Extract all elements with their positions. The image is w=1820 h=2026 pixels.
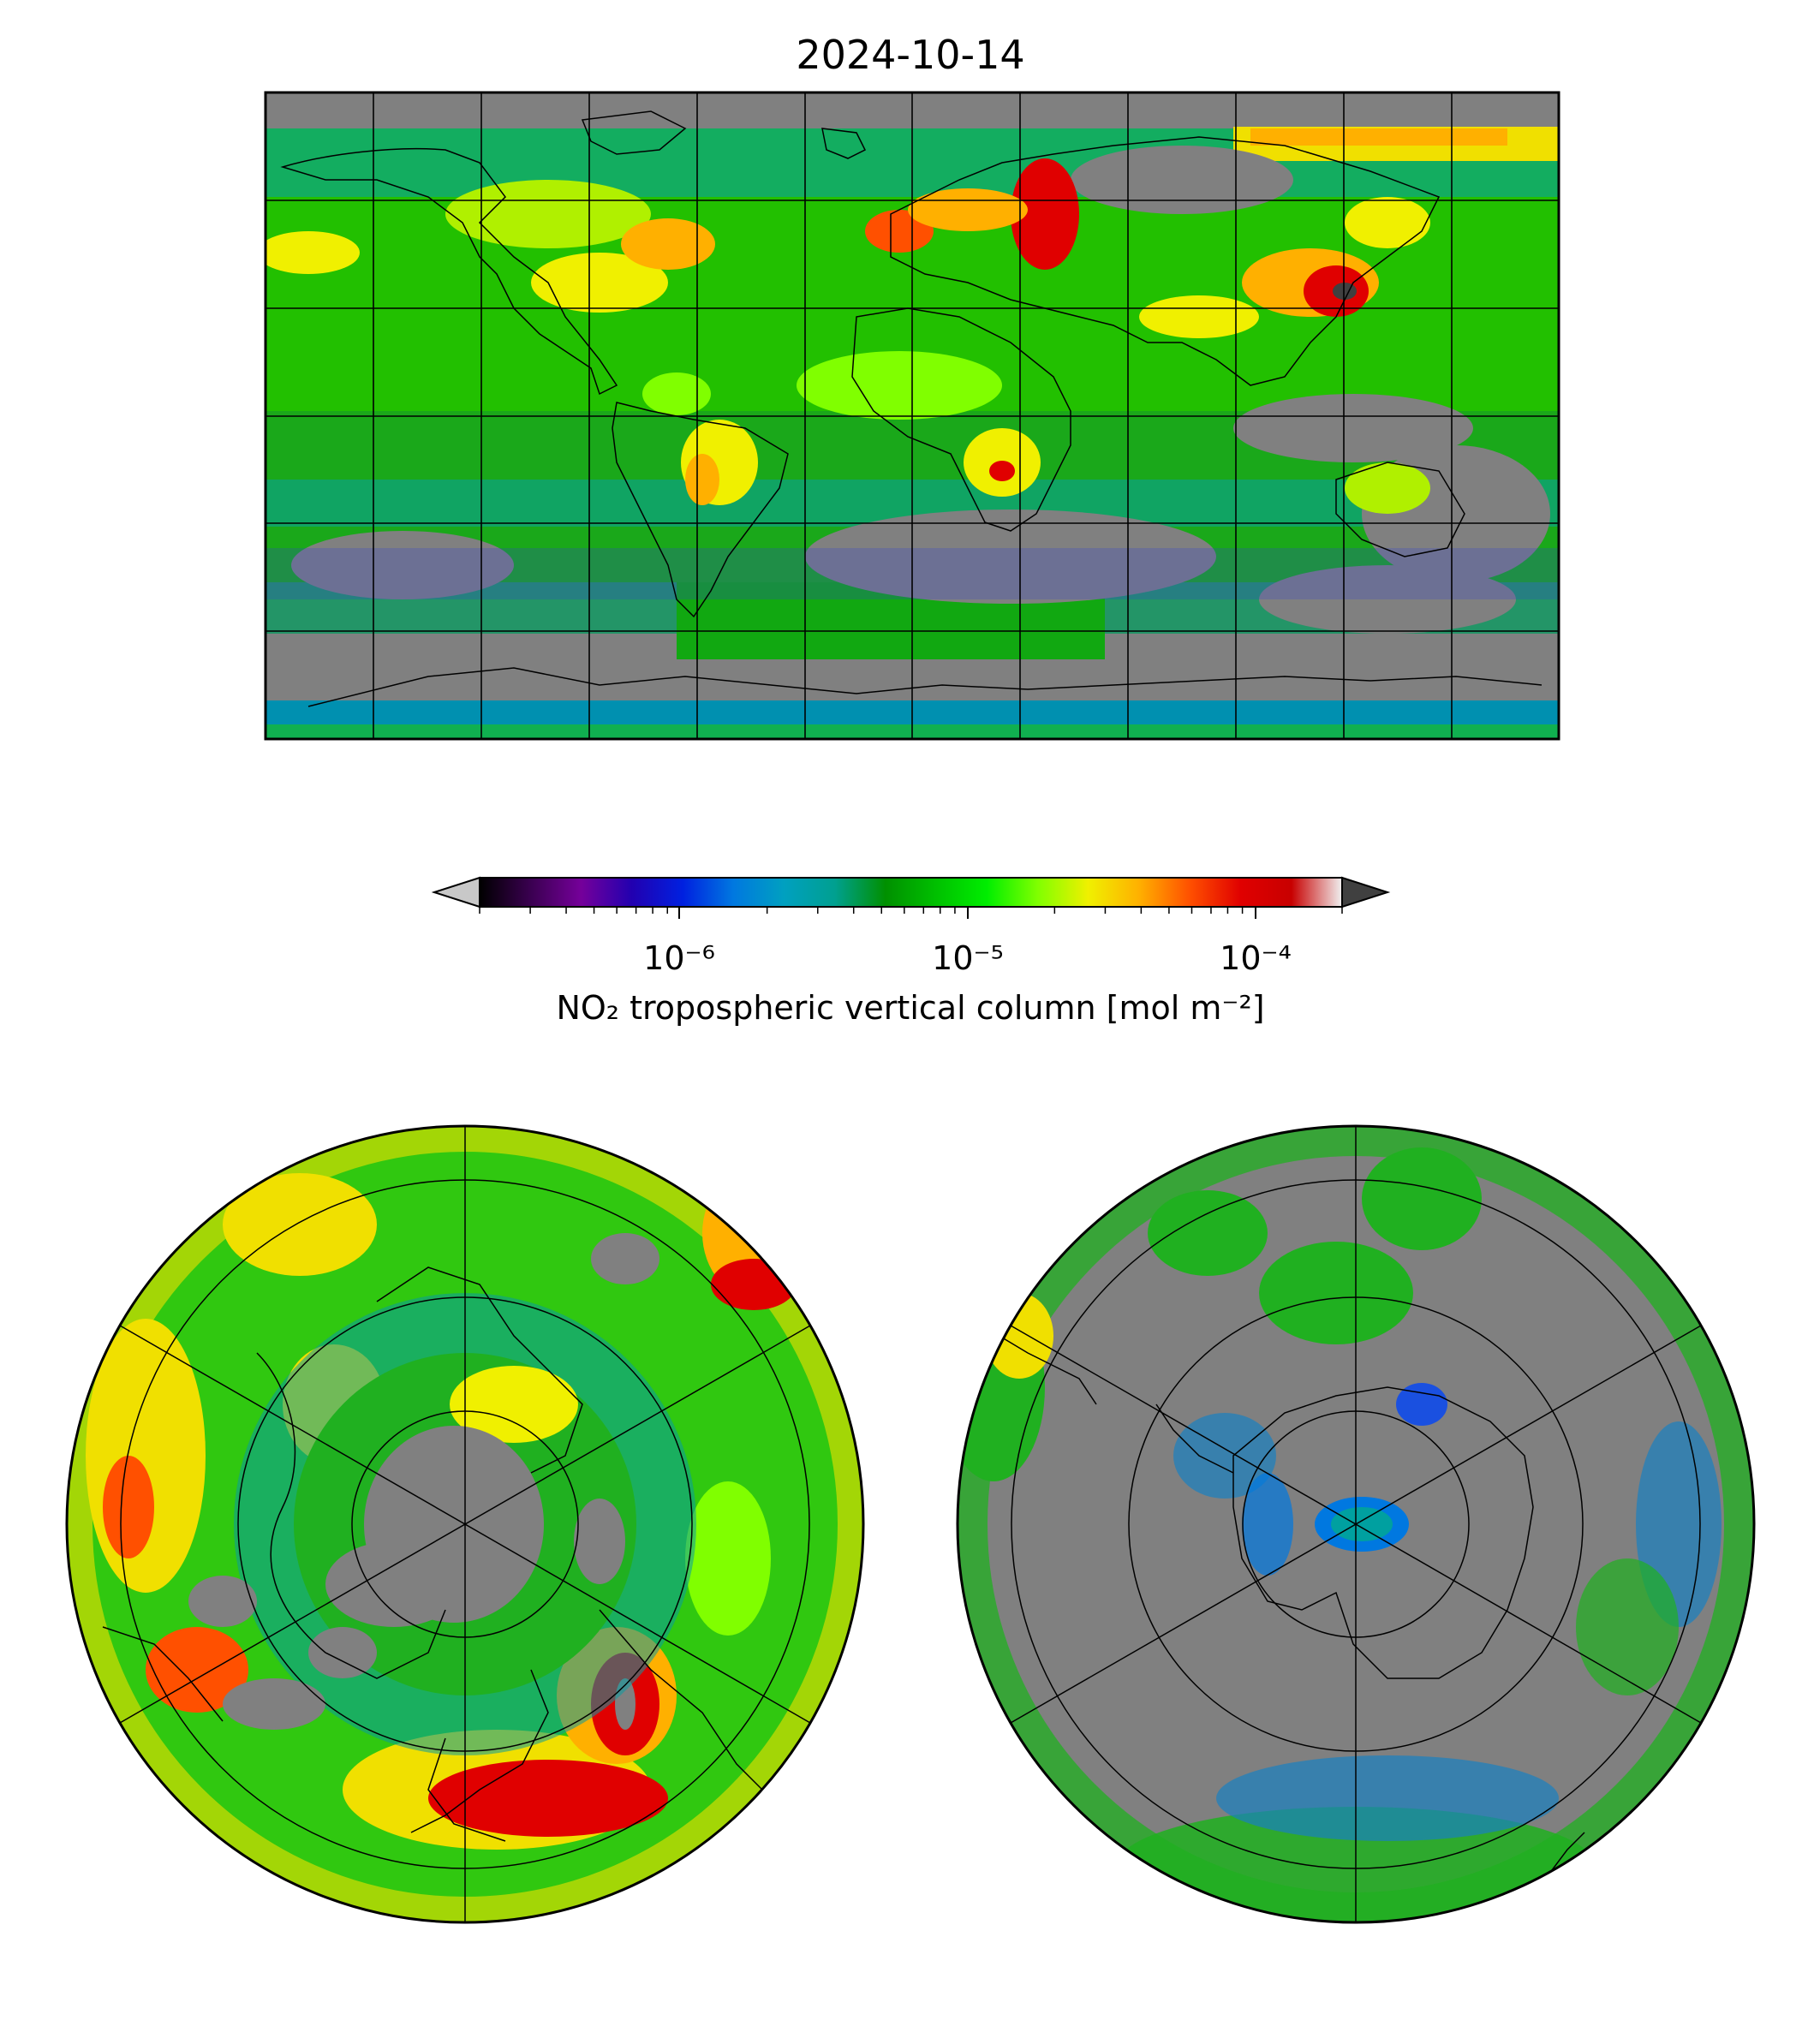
- north-polar-gridlines: [119, 1126, 811, 1922]
- colorbar-major-ticks: 10⁻⁶ 10⁻⁵ 10⁻⁴: [643, 907, 1292, 977]
- colorbar-gradient: [479, 877, 1343, 908]
- south-polar-gridlines: [1010, 1126, 1702, 1922]
- global-coastlines: [280, 110, 1543, 707]
- north-polar-frame: [65, 1124, 865, 1924]
- south-polar-frame: [956, 1124, 1756, 1924]
- colorbar-label: NO₂ tropospheric vertical column [mol m⁻…: [556, 989, 1264, 1027]
- north-polar-map: [65, 1124, 865, 1924]
- colorbar-over-extension: [1341, 876, 1391, 909]
- colorbar-tick-label: 10⁻⁵: [932, 939, 1004, 977]
- colorbar: 10⁻⁶ 10⁻⁵ 10⁻⁴ NO₂ tropospheric vertical…: [431, 876, 1391, 1027]
- colorbar-under-extension: [431, 876, 480, 909]
- north-polar-coastlines: [102, 1266, 772, 1842]
- global-map-frame: [264, 91, 1560, 741]
- colorbar-tick-label: 10⁻⁴: [1220, 939, 1292, 977]
- colorbar-tick-label: 10⁻⁶: [643, 939, 715, 977]
- figure-title: 2024-10-14: [796, 32, 1024, 78]
- colorbar-minor-ticks: [479, 907, 1343, 914]
- global-gridlines: [266, 92, 1559, 739]
- south-polar-map: [956, 1124, 1756, 1924]
- south-polar-field: [958, 1126, 1754, 1922]
- global-map: [264, 91, 1560, 741]
